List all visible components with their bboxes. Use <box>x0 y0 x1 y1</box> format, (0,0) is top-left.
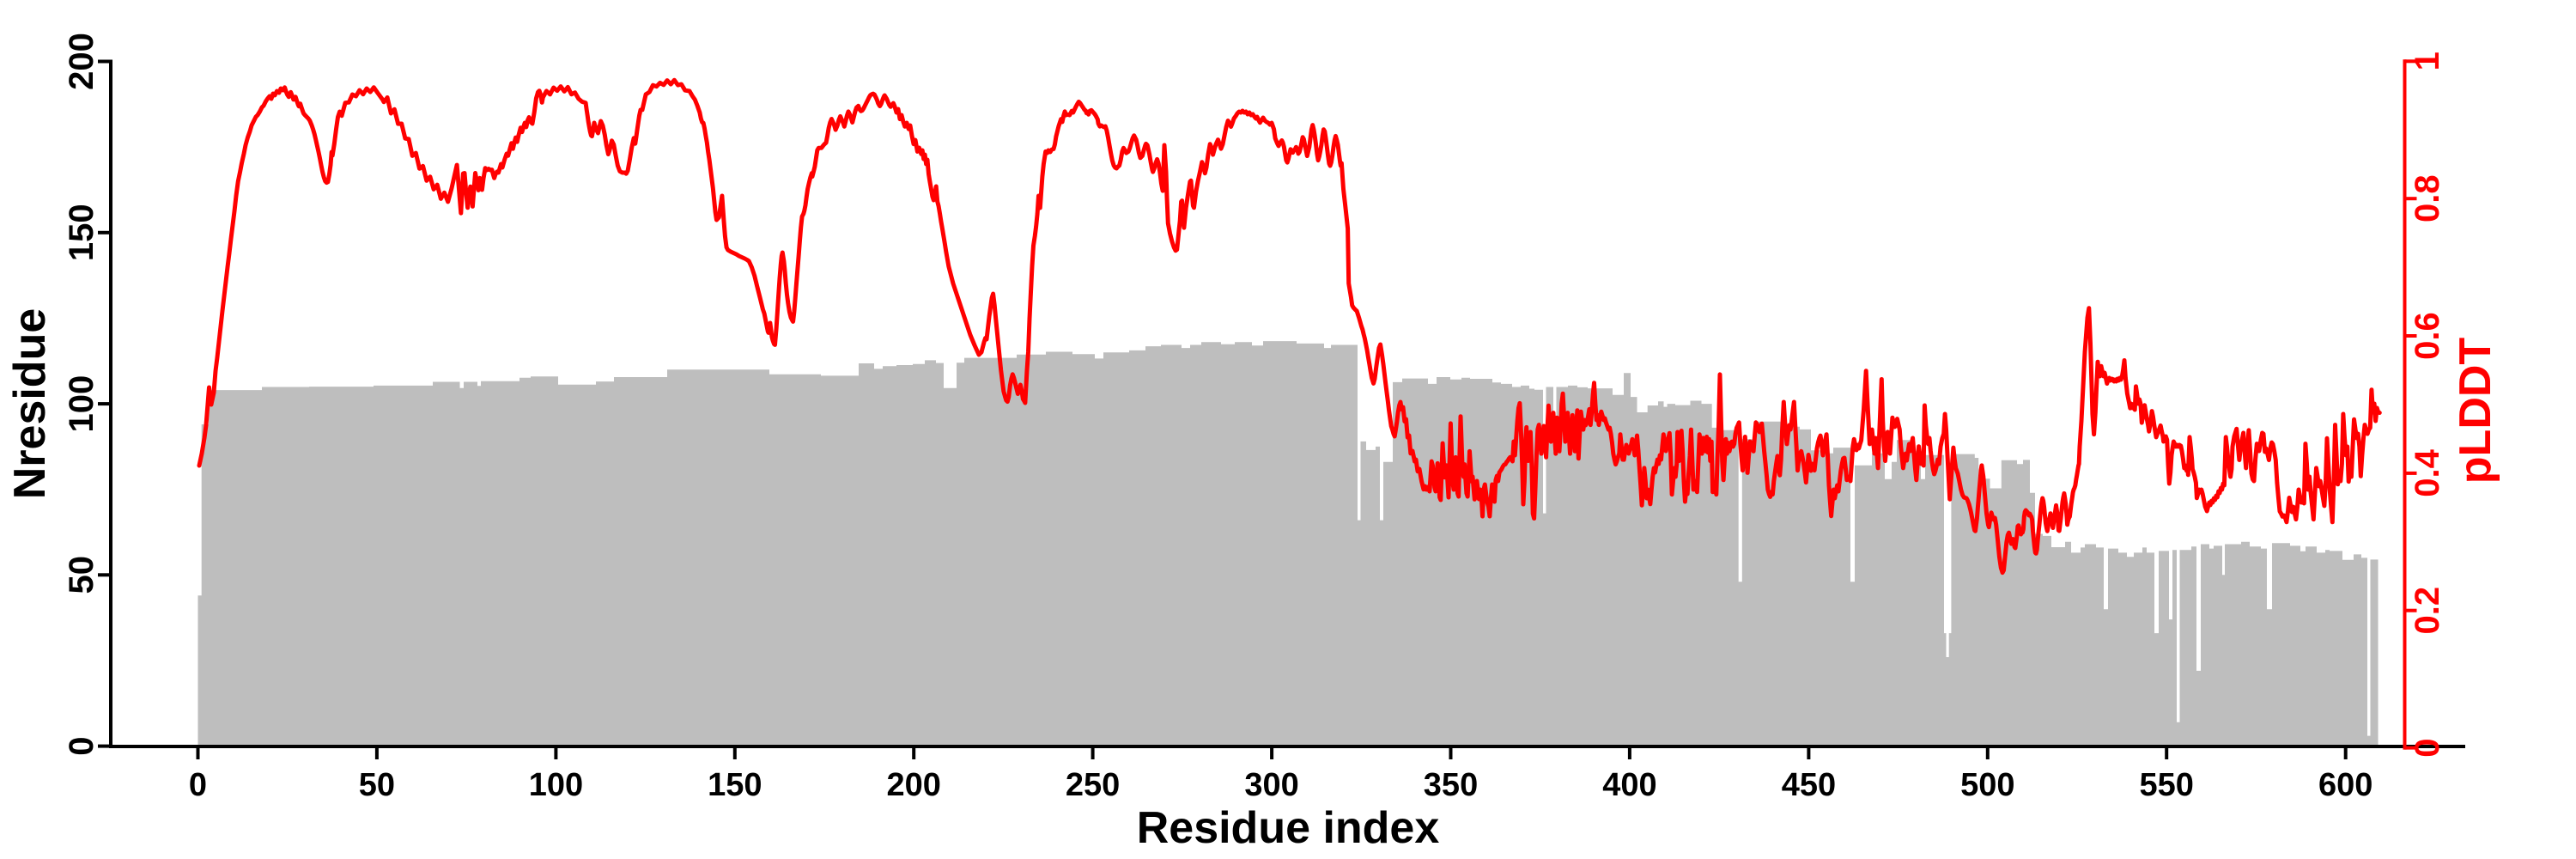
svg-text:0.4: 0.4 <box>2409 448 2446 497</box>
svg-text:0.2: 0.2 <box>2409 587 2446 635</box>
svg-text:150: 150 <box>708 767 762 803</box>
svg-text:100: 100 <box>63 375 100 433</box>
svg-text:350: 350 <box>1424 767 1478 803</box>
svg-text:50: 50 <box>63 556 100 594</box>
svg-text:0: 0 <box>63 736 100 755</box>
svg-text:Residue index: Residue index <box>1137 803 1440 853</box>
svg-text:550: 550 <box>2139 767 2193 803</box>
svg-text:Nresidue: Nresidue <box>5 308 55 500</box>
svg-text:500: 500 <box>1960 767 2014 803</box>
svg-text:0: 0 <box>189 767 207 803</box>
svg-text:200: 200 <box>886 767 940 803</box>
svg-text:450: 450 <box>1782 767 1836 803</box>
svg-text:0: 0 <box>2409 738 2446 757</box>
svg-text:pLDDT: pLDDT <box>2451 338 2500 484</box>
svg-text:1: 1 <box>2409 52 2446 70</box>
svg-text:400: 400 <box>1602 767 1656 803</box>
svg-text:200: 200 <box>63 33 100 90</box>
svg-text:150: 150 <box>63 204 100 261</box>
svg-text:0.6: 0.6 <box>2409 312 2446 360</box>
svg-text:100: 100 <box>529 767 583 803</box>
svg-text:0.8: 0.8 <box>2409 174 2446 222</box>
svg-text:50: 50 <box>359 767 395 803</box>
svg-text:250: 250 <box>1066 767 1120 803</box>
svg-text:600: 600 <box>2318 767 2372 803</box>
svg-text:300: 300 <box>1244 767 1298 803</box>
